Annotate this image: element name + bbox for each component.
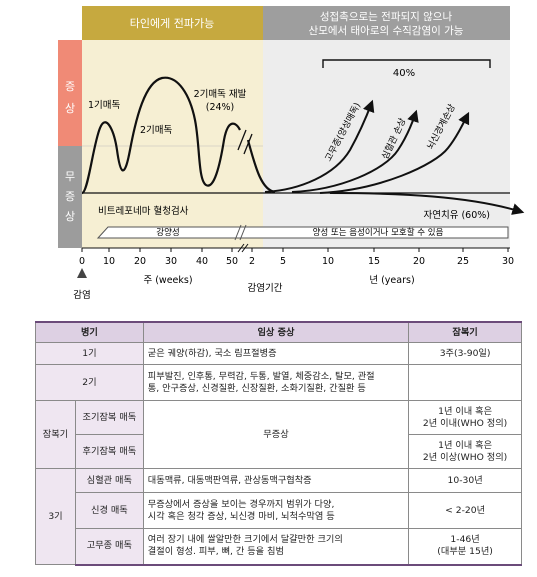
header-stage: 병기 [35,321,144,343]
unit-weeks: 주 (weeks) [143,275,192,286]
percent-bracket [322,59,491,68]
curve-break-mark-2 [243,133,253,155]
axis-tick-label: 25 [457,256,469,267]
axis-tick-label: 10 [103,256,115,267]
percent-label: 40% [393,68,415,79]
axis-tick-label: 10 [322,256,334,267]
bar-positive-label: 강양성 [156,227,179,238]
substage-cell: 신경 매독 [74,492,144,529]
symptom-cell: 무증상 [142,400,410,469]
neuro-arrow [319,111,470,194]
axis-tick-label: 20 [413,256,425,267]
symptom-cell: 여러 장기 내에 쌀알만한 크기에서 달걀만한 크기의 결절이 형성. 피부, … [142,528,410,566]
symptom-line: 여러 장기 내에 쌀알만한 크기에서 달걀만한 크기의 [147,534,343,546]
axis-tick-label: 20 [134,256,146,267]
infection-marker [77,268,87,278]
band-right [263,6,510,40]
infection-label: 감염 [73,289,90,301]
symptom-line: 결절이 형성. 피부, 뼈, 간 등을 침범 [147,546,284,558]
axis-tick-label: 15 [368,256,380,267]
symptom-line: 피부발진, 인후통, 무력감, 두통, 발열, 체중감소, 탈모, 관절 [147,370,375,382]
table-row: 신경 매독 무증상에서 증상을 보이는 경우까지 범위가 다양, 시각 혹은 청… [36,492,522,529]
incubation-cell: 3주(3-90일) [408,342,522,365]
syphilis-course-diagram: 타인에게 전파가능 성접촉으로는 전파되지 않으나 산모에서 태아로의 수직감염… [58,6,525,301]
stage-cell: 3기 [35,468,76,565]
stage2-label: 2기매독 [140,125,173,136]
incubation-cell: 10-30년 [408,468,522,493]
relapse-label-line1: 2기매독 재발 [194,89,247,100]
table-row: 2기 피부발진, 인후통, 무력감, 두통, 발열, 체중감소, 탈모, 관절 … [35,364,522,401]
band-left [82,6,263,40]
axis-break-mark-2 [241,243,249,253]
band-left-label: 타인에게 전파가능 [130,17,214,30]
axis-tick-label: 5 [280,256,286,267]
substage-cell: 후기잠복 매독 [74,434,144,469]
gumma-arrow [264,99,375,193]
axis-title: 감염기간 [248,282,283,294]
axis-tick-label: 40 [196,256,208,267]
axis-ticks: 0 10 20 30 40 50 2 5 10 15 20 25 30 [79,248,514,267]
stage-cell: 잠복기 [35,400,76,469]
symptom-line: 시각 혹은 청각 증상, 뇌신경 마비, 뇌척수막염 등 [147,510,335,522]
incubation-cell: < 2-20년 [408,492,522,529]
cure-arrow [329,192,525,215]
axis-tick-label: 30 [502,256,514,267]
cure-label: 자연치유 (60%) [423,209,490,221]
side-asymptomatic [58,146,82,248]
header-symptom: 임상 증상 [142,321,410,343]
incubation-cell [408,364,522,401]
serology-bar [96,226,509,239]
incubation-cell: 1년 이내 혹은 2년 이상(WHO 정의) [408,434,522,469]
table-row: 3기 심혈관 매독 대동맥류, 대동맥판역류, 관상동맥구협착증 10-30년 [35,468,522,565]
stage-cell: 1기 [35,342,144,365]
band-right-label-line2: 산모에서 태아로의 수직감염이 가능 [309,25,464,37]
substage-cell: 심혈관 매독 [74,468,144,493]
symptom-line: 무증상에서 증상을 보이는 경우까지 범위가 다양, [147,498,335,510]
symptom-cell: 대동맥류, 대동맥판역류, 관상동맥구협착증 [142,468,410,493]
axis-tick-label: 0 [79,256,85,267]
incubation-line: 1년 이내 혹은 [438,405,493,417]
stage1-label: 1기매독 [88,100,121,111]
incubation-cell: 1-46년 (대부분 15년) [408,528,522,566]
cardio-arrow [291,109,419,193]
serology-bar-divider-1 [234,224,242,241]
relapse-label-line2: (24%) [206,102,235,113]
stage-cell: 2기 [35,364,144,401]
incubation-line: 2년 이상(WHO 정의) [422,451,508,463]
transmissible-region [82,40,263,248]
serology-bar-divider-2 [239,224,247,241]
incubation-line: 1-46년 [450,534,480,546]
stage-table: 병기 임상 증상 잠복기 1기 굳은 궤양(하감), 국소 림프절병증 3주(3… [35,321,522,566]
axis-tick-label: 50 [226,256,238,267]
symptom-cell: 피부발진, 인후통, 무력감, 두통, 발열, 체중감소, 탈모, 관절 통, … [142,364,410,401]
table-row: 고무종 매독 여러 장기 내에 쌀알만한 크기에서 달걀만한 크기의 결절이 형… [36,528,522,566]
non-transmissible-region [263,40,510,248]
symptom-cell: 무증상에서 증상을 보이는 경우까지 범위가 다양, 시각 혹은 청각 증상, … [142,492,410,529]
incubation-cell: 1년 이내 혹은 2년 이내(WHO 정의) [408,400,522,435]
serology-label: 비트레포네마 혈청검사 [98,205,189,217]
band-right-label-line1: 성접촉으로는 전파되지 않으나 [320,11,453,23]
table-row: 1기 굳은 궤양(하감), 국소 림프절병증 3주(3-90일) [35,342,522,365]
substage-cell: 조기잠복 매독 [74,400,144,435]
symptom-cell: 굳은 궤양(하감), 국소 림프절병증 [142,342,410,365]
substage-cell: 고무종 매독 [74,528,144,566]
table-row: 잠복기 조기잠복 매독 무증상 1년 이내 혹은 2년 이내(WHO 정의) [35,400,522,469]
unit-years: 년 (years) [369,275,414,286]
symptom-line: 통, 안구증상, 신경질환, 신장질환, 소화기질환, 간질환 등 [147,382,366,394]
curve-break-mark-1 [237,129,247,151]
incubation-line: 1년 이내 혹은 [438,439,493,451]
bar-pos-neg-label: 양성 또는 음성이거나 모호할 수 있음 [313,227,444,238]
axis-break-mark-1 [237,243,245,253]
incubation-line: 2년 이내(WHO 정의) [422,417,508,429]
disease-course-curve [80,76,241,195]
axis-tick-label: 2 [249,256,255,267]
side-symptomatic [58,40,82,146]
incubation-line: (대부분 15년) [437,546,493,558]
axis-tick-label: 30 [165,256,177,267]
table-header-row: 병기 임상 증상 잠복기 [35,321,522,343]
header-incubation: 잠복기 [408,321,522,343]
